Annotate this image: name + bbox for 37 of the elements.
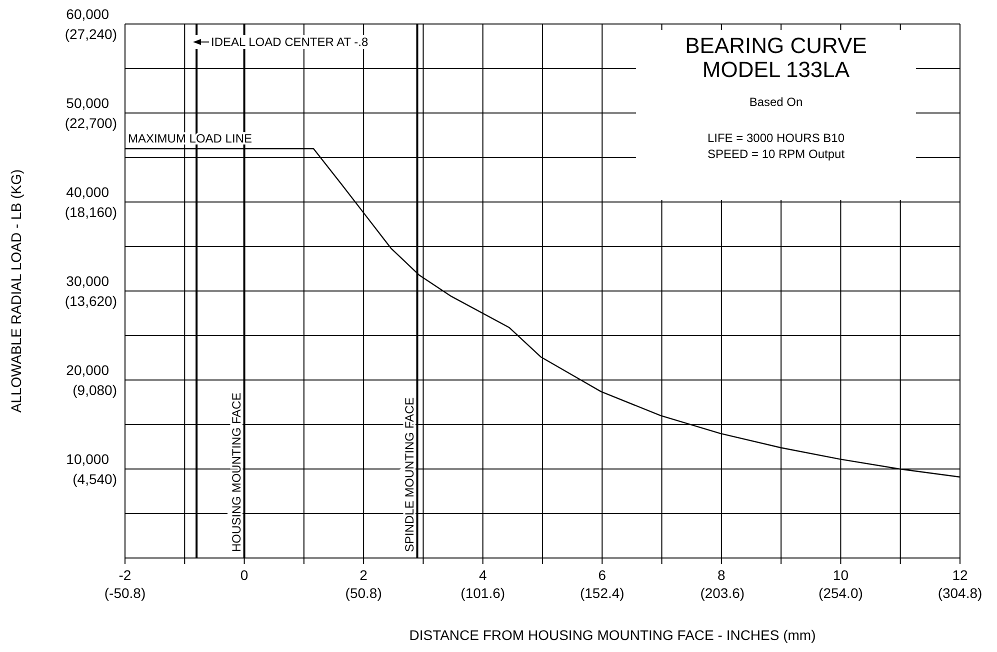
ref-line-label: SPINDLE MOUNTING FACE: [402, 397, 416, 552]
y2-tick-label: (18,160): [64, 204, 117, 220]
y2-tick-label: (22,700): [64, 115, 117, 131]
y2-tick-label: (9,080): [72, 382, 117, 398]
x2-tick-label: (50.8): [345, 585, 382, 601]
y-tick-label: 50,000: [66, 95, 110, 111]
x2-tick-label: (152.4): [580, 585, 624, 601]
x-tick-label: 10: [832, 567, 849, 583]
x-tick-label: 12: [952, 567, 968, 583]
x2-tick-label: (254.0): [818, 585, 863, 601]
x-tick-label: 0: [240, 567, 248, 583]
y-tick-label: 10,000: [66, 451, 110, 467]
x2-tick-label: (304.8): [938, 585, 982, 601]
x2-tick-label: (203.6): [700, 585, 745, 601]
text: MODEL 133LA: [702, 57, 850, 82]
annotation: IDEAL LOAD CENTER AT -.8: [211, 35, 368, 49]
y-tick-label: 60,000: [66, 6, 110, 22]
y-axis-title: ALLOWABLE RADIAL LOAD - LB (KG): [8, 169, 24, 413]
x-tick-label: 2: [360, 567, 368, 583]
x-tick-label: 6: [598, 567, 606, 583]
y-tick-label: 40,000: [66, 184, 110, 200]
x-tick-label: -2: [118, 567, 132, 583]
annotation: SPEED = 10 RPM Output: [706, 146, 846, 162]
ref-line-label: HOUSING MOUNTING FACE: [229, 392, 244, 552]
chart-title: BEARING CURVE: [684, 33, 868, 58]
y2-tick-label: (27,240): [64, 26, 117, 42]
x-tick-label: 8: [718, 567, 726, 583]
x2-tick-label: (-50.8): [104, 585, 146, 601]
annotation: Based On: [748, 94, 804, 110]
annotation: LIFE = 3000 HOURS B10: [706, 130, 846, 146]
y2-tick-label: (13,620): [64, 293, 117, 309]
x-axis-title: DISTANCE FROM HOUSING MOUNTING FACE - INCHES (mm): [409, 627, 816, 643]
y2-tick-label: (4,540): [72, 471, 117, 487]
y-tick-label: 30,000: [66, 273, 110, 289]
x-tick-label: 4: [478, 567, 487, 583]
y-tick-label: 20,000: [66, 362, 110, 378]
x2-tick-label: (101.6): [460, 585, 506, 601]
